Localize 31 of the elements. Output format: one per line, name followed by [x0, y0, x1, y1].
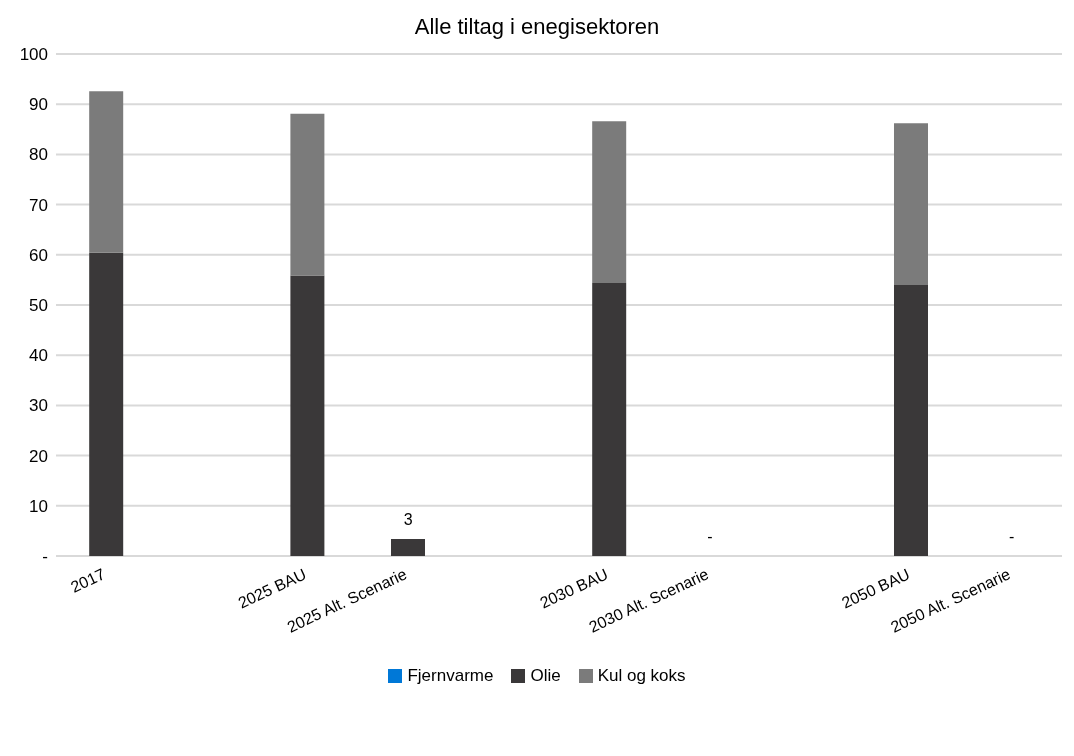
- y-tick-label: 50: [29, 296, 48, 316]
- bar: [290, 113, 325, 276]
- bar: [894, 123, 928, 285]
- y-tick-label: 30: [29, 396, 48, 416]
- y-tick-label: 80: [29, 145, 48, 165]
- total-label: -: [1009, 528, 1015, 545]
- x-tick-label: 2017: [68, 565, 108, 596]
- bar: [592, 121, 627, 283]
- bar: [391, 538, 425, 556]
- bar: [290, 275, 325, 556]
- x-tick-label: 2025 BAU: [235, 565, 309, 612]
- legend-label: Kul og koks: [597, 666, 686, 686]
- legend-label: Fjernvarme: [407, 666, 494, 686]
- y-tick-label: 100: [19, 45, 48, 65]
- bar: [89, 252, 124, 556]
- x-tick-label: 2050 BAU: [839, 565, 913, 612]
- y-tick-label: 90: [29, 95, 48, 115]
- bar: [89, 91, 124, 253]
- bar: [592, 282, 627, 556]
- y-tick-label: 20: [29, 446, 48, 466]
- legend-label: Olie: [530, 666, 561, 686]
- y-tick-label: 70: [29, 195, 48, 215]
- y-tick-label: 60: [29, 245, 48, 265]
- y-tick-label: -: [42, 547, 48, 567]
- y-tick-label: 10: [29, 496, 48, 516]
- total-label: 3: [403, 510, 413, 528]
- y-tick-label: 40: [29, 346, 48, 366]
- x-tick-label: 2030 BAU: [537, 565, 611, 612]
- bar: [894, 284, 928, 556]
- total-label: -: [707, 528, 713, 545]
- chart-title: Alle tiltag i enegisektoren: [413, 13, 661, 41]
